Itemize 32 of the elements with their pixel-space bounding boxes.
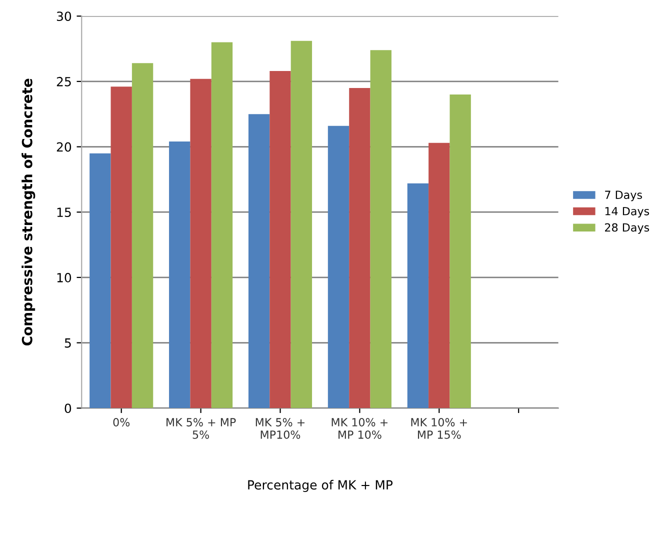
bar — [90, 153, 111, 408]
bar — [349, 88, 370, 408]
y-tick-label: 0 — [64, 404, 72, 414]
y-tick-label: 5 — [64, 338, 71, 348]
y-axis-title: Compressive strength of Concrete — [22, 78, 36, 346]
bar — [132, 63, 154, 408]
y-tick-label: 25 — [56, 76, 71, 86]
bar — [270, 70, 291, 408]
bar — [211, 42, 233, 408]
bar — [190, 78, 212, 408]
x-axis-title: Percentage of MK + MP — [248, 480, 393, 492]
bar — [428, 142, 450, 408]
x-tick-label: MK 5% + MP10% — [256, 418, 305, 439]
x-tick-label: MK 5% + MP 5% — [166, 418, 236, 439]
x-tick-label: MK 10% + MP 10% — [332, 418, 388, 439]
legend-label: 28 Days — [605, 223, 650, 234]
y-tick-label: 15 — [57, 208, 71, 218]
bar — [450, 94, 471, 408]
bar — [407, 183, 429, 408]
bar — [248, 114, 270, 408]
bar — [328, 126, 350, 408]
y-tick-label: 20 — [56, 142, 72, 152]
y-tick-label: 10 — [57, 272, 72, 282]
legend-label: 7 Days — [605, 190, 642, 202]
bar — [169, 142, 190, 408]
bar — [370, 50, 392, 408]
x-tick-label: 0% — [113, 418, 130, 426]
bar — [290, 40, 312, 408]
y-tick-label: 30 — [56, 12, 72, 22]
x-tick-label: MK 10% + MP 15% — [411, 418, 467, 439]
legend-label: 14 Days — [605, 207, 650, 218]
bar — [110, 86, 132, 408]
